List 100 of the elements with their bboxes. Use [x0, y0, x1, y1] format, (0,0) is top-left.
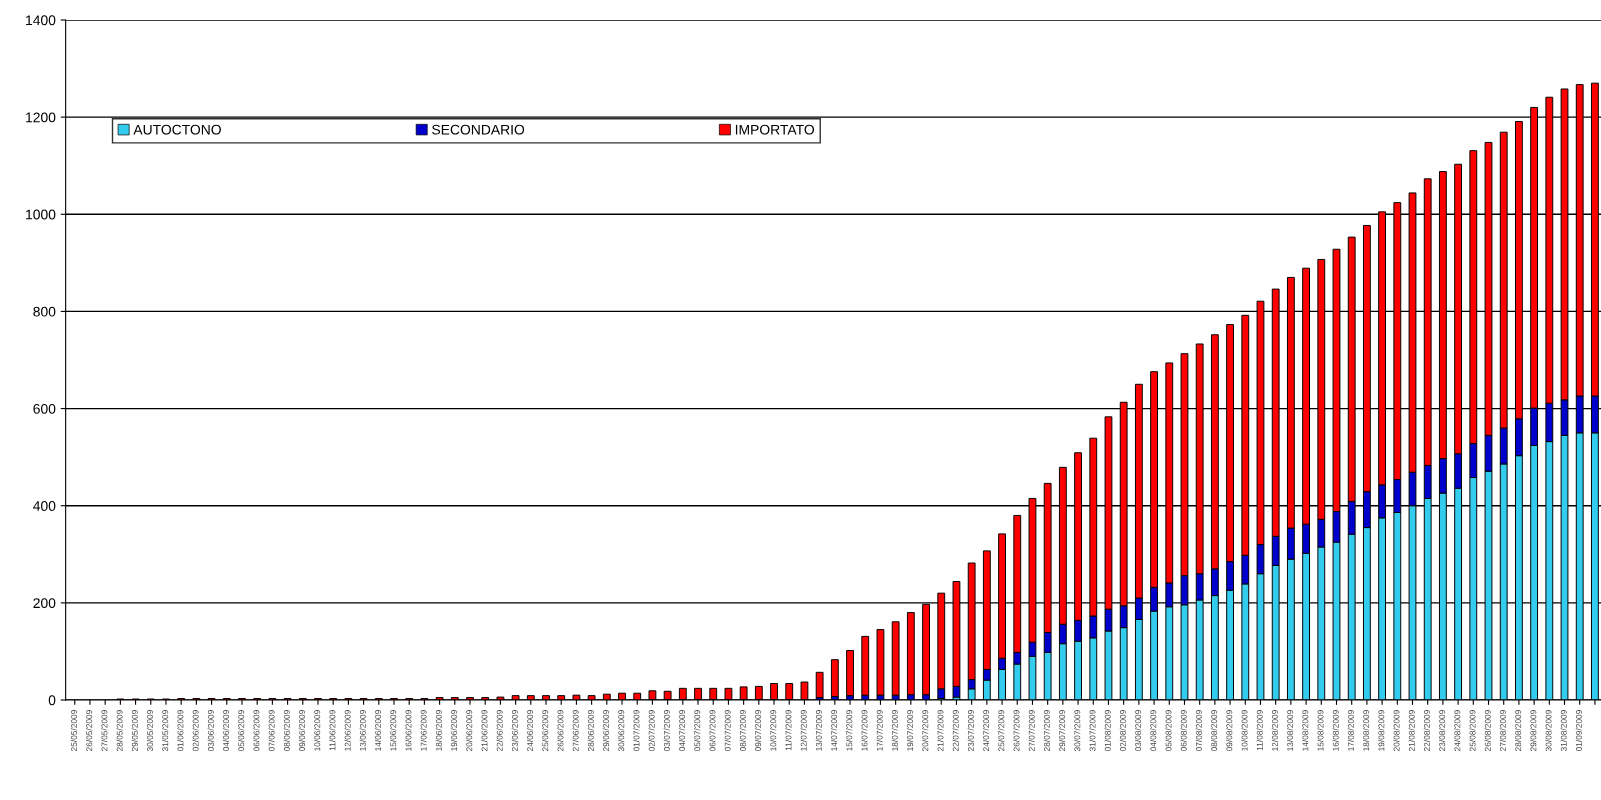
x-tick-label: 17/07/2009 — [876, 710, 883, 751]
x-tick-label: 02/06/2009 — [192, 710, 199, 752]
x-tick-label: 12/06/2009 — [344, 710, 351, 751]
x-tick-label: 26/07/2009 — [1013, 710, 1020, 752]
x-tick-label: 22/06/2009 — [496, 710, 503, 752]
x-tick-label: 30/06/2009 — [618, 710, 625, 752]
x-tick-label: 30/08/2009 — [1545, 710, 1552, 752]
x-tick-label: 04/06/2009 — [222, 710, 230, 752]
x-tick-label: 27/07/2009 — [1028, 710, 1035, 752]
x-tick-label: 14/06/2009 — [374, 710, 382, 751]
x-tick-label: 19/08/2009 — [1378, 710, 1385, 751]
x-tick-label: 05/06/2009 — [238, 710, 245, 752]
y-tick-label: 1400 — [26, 15, 56, 26]
x-tick-label: 25/05/2009 — [70, 710, 77, 752]
x-tick-label: 19/07/2009 — [906, 710, 914, 751]
x-tick-label: 26/06/2009 — [557, 710, 564, 752]
x-tick-label: 08/08/2009 — [1211, 710, 1218, 752]
x-tick-label: 12/07/2009 — [800, 710, 807, 751]
legend-label: IMPORTATO — [735, 124, 815, 135]
x-tick-label: 01/06/2009 — [177, 710, 184, 752]
x-tick-label: 03/07/2009 — [663, 710, 670, 752]
legend-label: AUTOCTONO — [133, 124, 221, 135]
x-tick-label: 27/05/2009 — [101, 710, 108, 752]
x-tick-label: 16/06/2009 — [405, 710, 412, 751]
x-tick-label: 14/08/2009 — [1302, 710, 1309, 751]
x-tick-label: 11/07/2009 — [785, 710, 792, 751]
y-tick-label: 0 — [48, 695, 56, 706]
x-tick-label: 30/07/2009 — [1074, 710, 1081, 752]
x-tick-label: 10/06/2009 — [314, 710, 321, 751]
x-tick-label: 03/06/2009 — [207, 710, 214, 752]
x-tick-label: 09/08/2009 — [1226, 710, 1233, 752]
x-tick-label: 14/07/2009 — [830, 710, 838, 751]
x-tick-label: 08/07/2009 — [739, 710, 746, 752]
x-tick-label: 16/07/2009 — [861, 710, 868, 751]
x-tick-label: 05/07/2009 — [694, 710, 701, 752]
x-tick-label: 17/08/2009 — [1347, 710, 1354, 751]
x-tick-label: 09/06/2009 — [298, 710, 306, 752]
x-tick-label: 31/05/2009 — [162, 710, 169, 752]
x-tick-label: 26/05/2009 — [86, 710, 93, 752]
x-tick-label: 30/05/2009 — [146, 710, 154, 752]
x-tick-label: 31/08/2009 — [1560, 710, 1567, 752]
x-tick-label: 29/06/2009 — [602, 710, 610, 752]
x-tick-label: 28/06/2009 — [587, 710, 594, 752]
x-tick-label: 10/07/2009 — [770, 710, 777, 751]
x-tick-label: 21/08/2009 — [1408, 710, 1415, 752]
x-tick-label: 24/07/2009 — [982, 710, 990, 752]
x-tick-label: 06/08/2009 — [1180, 710, 1187, 752]
y-tick-label: 200 — [33, 598, 56, 609]
x-tick-label: 25/07/2009 — [998, 710, 1005, 752]
x-tick-label: 04/08/2009 — [1150, 710, 1157, 752]
x-tick-label: 01/07/2009 — [633, 710, 640, 752]
x-tick-label: 29/05/2009 — [131, 710, 138, 752]
x-tick-label: 07/07/2009 — [724, 710, 731, 752]
y-tick-label: 1000 — [26, 209, 56, 220]
x-tick-label: 23/08/2009 — [1439, 710, 1446, 752]
x-tick-label: 28/08/2009 — [1515, 710, 1522, 752]
x-tick-label: 02/08/2009 — [1119, 710, 1126, 752]
x-tick-label: 26/08/2009 — [1484, 710, 1491, 752]
x-tick-label: 20/07/2009 — [922, 710, 929, 752]
x-tick-label: 13/07/2009 — [815, 710, 822, 751]
x-tick-label: 24/08/2009 — [1454, 710, 1461, 752]
x-tick-label: 09/07/2009 — [754, 710, 762, 752]
x-tick-label: 18/06/2009 — [435, 710, 442, 751]
x-tick-label: 06/06/2009 — [253, 710, 260, 752]
x-tick-label: 15/06/2009 — [390, 710, 397, 751]
x-tick-label: 31/07/2009 — [1089, 710, 1096, 752]
x-tick-label: 17/06/2009 — [420, 710, 427, 751]
x-tick-label: 04/07/2009 — [678, 710, 686, 752]
legend-label: SECONDARIO — [432, 124, 525, 135]
x-tick-label: 13/06/2009 — [359, 710, 366, 751]
y-tick-label: 400 — [33, 501, 56, 511]
x-tick-label: 22/08/2009 — [1423, 710, 1430, 752]
x-tick-label: 02/07/2009 — [648, 710, 655, 752]
x-tick-label: 25/08/2009 — [1469, 710, 1476, 752]
x-tick-label: 25/06/2009 — [542, 710, 549, 752]
x-tick-label: 28/07/2009 — [1043, 710, 1050, 752]
x-tick-label: 27/06/2009 — [572, 710, 579, 752]
x-tick-label: 05/08/2009 — [1165, 710, 1172, 752]
x-tick-label: 01/09/2009 — [1575, 710, 1582, 752]
x-tick-label: 23/06/2009 — [511, 710, 518, 752]
x-tick-label: 15/07/2009 — [846, 710, 853, 751]
x-tick-label: 20/08/2009 — [1393, 710, 1400, 752]
x-tick-label: 07/08/2009 — [1195, 710, 1202, 752]
x-tick-label: 29/08/2009 — [1530, 710, 1537, 752]
x-tick-label: 18/07/2009 — [891, 710, 898, 751]
x-tick-label: 28/05/2009 — [116, 710, 123, 752]
x-tick-label: 12/08/2009 — [1271, 710, 1278, 751]
x-tick-label: 01/08/2009 — [1104, 710, 1111, 752]
x-tick-label: 03/08/2009 — [1134, 710, 1142, 752]
x-tick-label: 20/06/2009 — [466, 710, 473, 752]
x-tick-label: 16/08/2009 — [1332, 710, 1339, 751]
x-tick-label: 22/07/2009 — [952, 710, 959, 752]
x-tick-label: 07/06/2009 — [268, 710, 275, 752]
x-tick-label: 18/08/2009 — [1363, 710, 1370, 751]
x-tick-label: 15/08/2009 — [1317, 710, 1324, 751]
x-tick-label: 10/08/2009 — [1241, 710, 1248, 751]
x-tick-label: 08/06/2009 — [283, 710, 290, 752]
x-tick-label: 24/06/2009 — [526, 710, 534, 752]
x-tick-label: 11/08/2009 — [1256, 710, 1263, 751]
x-tick-label: 27/08/2009 — [1499, 710, 1506, 752]
